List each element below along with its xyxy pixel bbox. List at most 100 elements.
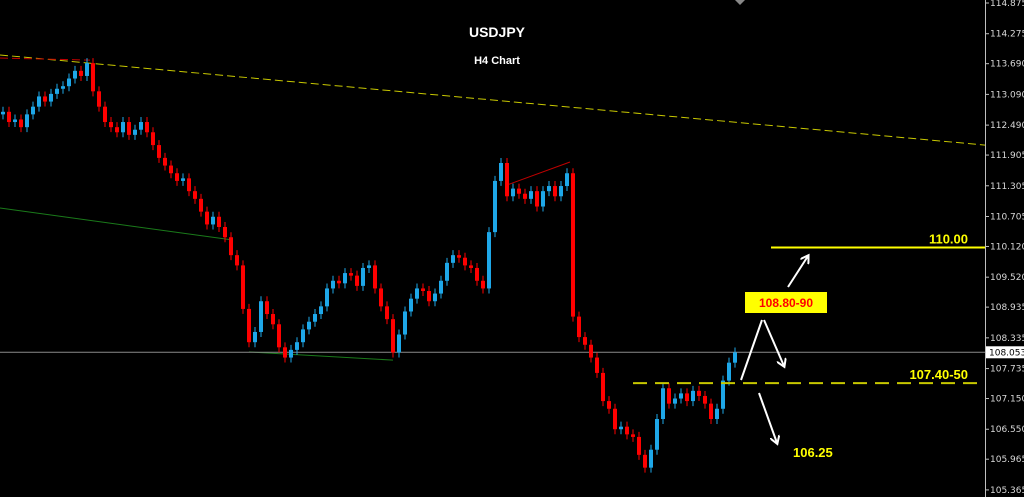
scroll-marker-icon[interactable] [735,0,745,5]
candle [463,252,467,271]
candle-body [151,132,155,146]
levels: 110.00 107.40-50 [633,231,985,385]
candle-body [31,106,35,115]
y-tick-label: 108.935 [990,303,1024,313]
candle [409,293,413,317]
candle-body [427,291,431,302]
candle-body [649,449,653,468]
candle-body [409,298,413,312]
candle-body [565,173,569,187]
candle [13,114,17,128]
candle [139,117,143,135]
candle [103,101,107,128]
candle [79,65,83,81]
candle [553,181,557,202]
forecast-arrows [740,256,808,443]
candle [493,175,497,238]
price-level-label: 107.40-50 [909,367,968,382]
candle [223,222,227,243]
candle [475,262,479,286]
candle [583,332,587,350]
candle [169,160,173,179]
candle-body [523,193,527,199]
candle-body [481,280,485,289]
candle [595,352,599,378]
candle-body [85,63,89,76]
candle [733,347,737,368]
candle-body [55,88,59,94]
candle [349,268,353,281]
candle-body [487,232,491,289]
y-tick-label: 106.550 [990,425,1024,435]
candle [325,283,329,312]
zone-box: 108.80-90 [745,292,827,313]
candle [415,283,419,304]
candle-body [289,349,293,358]
candle [247,303,251,348]
candle-body [157,145,161,158]
candle [49,88,53,107]
drawn-lines [0,54,986,361]
candle-body [697,390,701,396]
candle [643,449,647,473]
candle [133,124,137,140]
candle [97,86,101,112]
candle-body [265,301,269,315]
trendline [0,54,986,146]
candle-body [271,314,275,325]
candle-body [229,237,233,256]
candle-body [127,122,131,135]
candle-body [391,319,395,353]
trendline [0,207,232,241]
candle [433,288,437,307]
candle-body [253,331,257,343]
candle-body [421,288,425,291]
candle [199,193,203,217]
candle [625,421,629,440]
candle [19,114,23,133]
candle [367,260,371,273]
candle-body [91,63,95,92]
candle [607,396,611,414]
candle-body [217,216,221,227]
candle [397,329,401,358]
candle [667,383,671,409]
candle [343,268,347,289]
candle-body [703,395,707,404]
y-tick-label: 113.090 [990,90,1024,100]
y-tick-label: 110.705 [990,213,1024,223]
candle [91,58,95,97]
candle [469,260,473,273]
candle-body [319,306,323,315]
candle-body [295,342,299,350]
candle-body [283,347,287,358]
candle [313,309,317,327]
candle-body [211,216,215,225]
candle [637,431,641,460]
candle-body [511,188,515,197]
candle [271,309,275,330]
target-label: 106.25 [793,445,833,460]
candle-body [259,301,263,332]
candle-body [439,280,443,294]
candle-body [559,186,563,197]
candle-body [235,255,239,266]
candle [403,306,407,340]
candle [337,275,341,289]
candle-body [49,93,53,102]
candle-body [583,337,587,345]
candle-body [493,180,497,233]
candle-body [451,255,455,263]
candle [439,275,443,299]
candle-body [7,111,11,123]
candle-body [115,127,119,133]
candle-body [655,419,659,450]
candle-body [613,408,617,430]
candle-body [571,173,575,317]
candle [631,429,635,442]
candle [289,344,293,363]
candle [259,296,263,337]
candle [511,183,515,202]
